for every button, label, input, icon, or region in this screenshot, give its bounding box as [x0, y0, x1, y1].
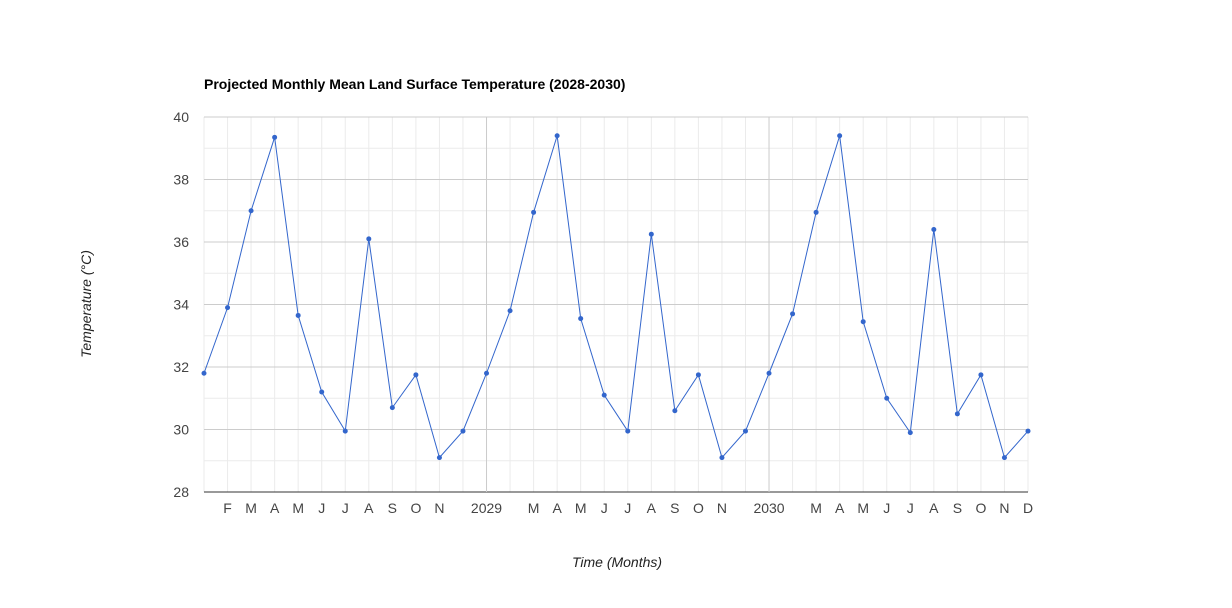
y-tick-label: 28: [173, 484, 189, 500]
data-point[interactable]: [295, 312, 301, 318]
x-tick-label: M: [575, 500, 587, 516]
chart-title: Projected Monthly Mean Land Surface Temp…: [204, 76, 625, 92]
y-tick-label: 30: [173, 422, 189, 438]
y-tick-label: 38: [173, 172, 189, 188]
x-tick-label: M: [292, 500, 304, 516]
data-points: [201, 133, 1031, 461]
x-tick-label: S: [388, 500, 397, 516]
x-tick-label: M: [857, 500, 869, 516]
data-point[interactable]: [907, 430, 913, 436]
data-point[interactable]: [742, 428, 748, 434]
data-point[interactable]: [813, 209, 819, 215]
data-point[interactable]: [460, 428, 466, 434]
x-tick-label: S: [670, 500, 679, 516]
x-tick-label: N: [999, 500, 1009, 516]
data-point[interactable]: [507, 308, 513, 314]
x-axis-tick-labels: F M A M J J A S O N 2029 M A M J J A S O N 2030 M A M J J A S O N D: [223, 500, 1033, 516]
data-point[interactable]: [884, 395, 890, 401]
x-tick-label: A: [647, 500, 657, 516]
data-point[interactable]: [719, 455, 725, 461]
series-line: [203, 135, 1029, 459]
data-point[interactable]: [342, 428, 348, 434]
data-point[interactable]: [366, 236, 372, 242]
x-tick-label: J: [601, 500, 608, 516]
x-tick-label: J: [342, 500, 349, 516]
x-tick-label: J: [318, 500, 325, 516]
major-gridlines: [204, 116, 1028, 493]
data-point[interactable]: [248, 208, 254, 214]
data-point[interactable]: [201, 370, 207, 376]
data-point[interactable]: [319, 389, 325, 395]
y-axis-title: Temperature (°C): [78, 250, 94, 358]
data-point[interactable]: [648, 231, 654, 237]
data-point[interactable]: [413, 372, 419, 378]
data-point[interactable]: [225, 305, 231, 311]
x-axis-title: Time (Months): [572, 554, 662, 570]
x-tick-label: J: [624, 500, 631, 516]
y-tick-label: 36: [173, 234, 189, 250]
x-tick-label: 2029: [471, 500, 502, 516]
data-point[interactable]: [695, 372, 701, 378]
data-point[interactable]: [601, 392, 607, 398]
data-point[interactable]: [860, 319, 866, 325]
data-point[interactable]: [837, 133, 843, 139]
data-point[interactable]: [931, 227, 937, 232]
x-tick-label: M: [528, 500, 540, 516]
y-tick-label: 40: [173, 109, 189, 125]
data-point[interactable]: [1025, 428, 1031, 434]
x-tick-label: F: [223, 500, 232, 516]
x-tick-label: N: [434, 500, 444, 516]
x-tick-label: O: [410, 500, 421, 516]
x-tick-label: A: [929, 500, 939, 516]
x-tick-label: 2030: [753, 500, 784, 516]
data-point[interactable]: [389, 405, 395, 411]
data-point[interactable]: [625, 428, 631, 434]
x-tick-label: N: [717, 500, 727, 516]
data-point[interactable]: [672, 408, 678, 414]
series-layer: [203, 135, 1029, 459]
x-tick-label: A: [835, 500, 845, 516]
data-point[interactable]: [1001, 455, 1007, 461]
y-axis-tick-labels: 28 30 32 34 36 38 40: [173, 109, 189, 500]
x-tick-label: M: [810, 500, 822, 516]
data-point[interactable]: [531, 209, 537, 215]
x-tick-label: J: [883, 500, 890, 516]
y-tick-label: 34: [173, 297, 189, 313]
data-point[interactable]: [954, 411, 960, 417]
x-tick-label: O: [693, 500, 704, 516]
data-point[interactable]: [790, 311, 796, 317]
x-tick-label: M: [245, 500, 257, 516]
x-tick-label: A: [364, 500, 374, 516]
data-point[interactable]: [272, 134, 278, 140]
data-point[interactable]: [436, 455, 442, 461]
y-tick-label: 32: [173, 359, 189, 375]
x-tick-label: S: [953, 500, 962, 516]
x-tick-label: J: [907, 500, 914, 516]
data-point[interactable]: [978, 372, 984, 378]
x-tick-label: A: [270, 500, 280, 516]
data-point[interactable]: [554, 133, 560, 139]
data-point[interactable]: [578, 316, 584, 322]
x-tick-label: O: [975, 500, 986, 516]
x-tick-label: A: [552, 500, 562, 516]
x-tick-label: D: [1023, 500, 1033, 516]
data-point[interactable]: [484, 370, 490, 376]
data-point[interactable]: [766, 370, 772, 376]
